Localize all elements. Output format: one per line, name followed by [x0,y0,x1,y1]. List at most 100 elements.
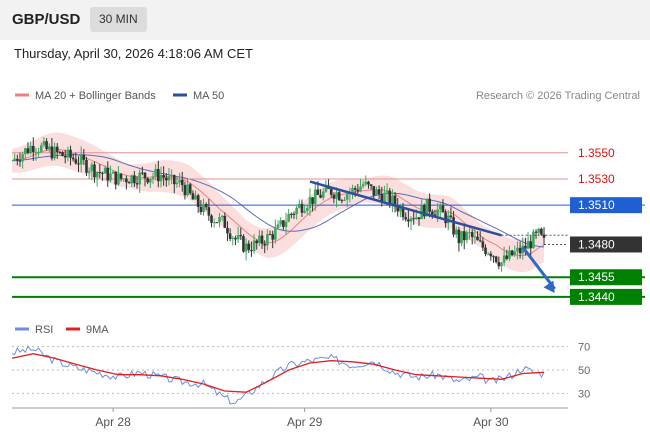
candle-body [532,231,535,249]
candle-body [361,184,365,187]
candle-body [114,171,118,185]
candle-body [210,215,213,223]
candle-body [284,221,288,227]
candle-body [524,245,527,249]
x-tick-label: Apr 30 [473,415,509,429]
candle-body [462,231,466,241]
candle-body [433,214,437,216]
candle-body [484,247,487,254]
candle-body [473,236,477,238]
candle-body [66,149,70,158]
level-label-1.3530: 1.3530 [578,172,615,186]
x-tick-label: Apr 28 [95,415,131,429]
candle-body [42,141,46,146]
level-label-1.3550: 1.3550 [578,146,615,160]
candle-body [510,250,514,256]
candle-body [141,172,144,174]
candle-body [164,177,168,181]
candle-body [396,205,400,212]
candle-body [505,255,509,259]
candle-body [393,195,397,206]
candle-body [250,249,253,252]
candle-body [74,159,78,164]
candle-body [127,182,131,184]
candle-body [234,237,237,240]
candle-body [324,185,328,192]
candle-body [298,203,301,208]
candle-body [343,199,346,201]
candle-body [263,243,267,246]
candle-body [244,243,248,252]
candle-body [223,215,227,228]
candle-body [61,151,64,156]
candle-body [130,175,134,184]
candle-body [497,262,501,267]
candle-body [282,220,285,227]
candle-body [404,217,408,220]
candle-body [111,171,115,174]
candle-body [438,205,442,210]
rsi-tick-30: 30 [578,388,590,400]
candle-body [489,253,493,257]
candle-body [167,176,171,181]
candle-body [47,146,51,150]
timeframe-button[interactable]: 30 MIN [90,7,147,32]
candle-body [26,148,30,153]
candle-body [372,186,376,196]
candle-body [513,251,517,256]
candle-body [146,178,149,183]
candle-body [98,172,102,174]
candle-body [494,256,498,263]
candle-body [85,159,88,173]
candle-body [170,175,173,177]
x-tick-label: Apr 29 [287,415,323,429]
candle-body [178,179,181,183]
candle-body [391,195,394,205]
candle-body [202,204,205,212]
candle-body [470,232,474,237]
candle-body [82,154,86,160]
candle-body [226,227,229,234]
candle-body [212,222,216,224]
candle-body [218,217,221,223]
candle-body [247,243,251,250]
candle-body [103,167,107,174]
candle-body [63,155,67,158]
candle-body [460,231,463,244]
candle-body [303,211,306,213]
candle-body [180,179,184,186]
candle-body [24,148,27,155]
candle-body [53,146,56,159]
candle-body [117,173,120,185]
candle-body [37,151,40,153]
candle-body [157,168,160,182]
instrument-name: GBP/USD [12,11,81,28]
candle-body [316,189,320,195]
rsi-line [11,345,545,405]
candle-body [194,195,197,200]
candle-body [359,186,362,192]
candle-body [276,224,280,229]
candle-body [409,218,413,222]
candle-body [300,203,304,213]
datetime-label: Thursday, April 30, 2026 4:18:06 AM CET [14,46,253,61]
candle-body [242,236,245,252]
candle-body [39,145,43,152]
candle-body [476,236,479,241]
rsi-ma9-line [11,353,545,393]
candle-body [255,240,259,244]
candle-body [465,232,469,241]
candle-body [287,213,290,222]
candle-body [95,172,99,178]
candle-body [45,141,48,150]
ma9-legend-label: 9MA [86,324,109,336]
candle-body [345,194,349,200]
candle-body [441,205,445,213]
level-label-bg-1.3455 [570,269,642,286]
candle-body [399,207,402,212]
candle-body [149,178,152,183]
candle-body [454,229,458,235]
candle-body [449,215,453,218]
candle-body [236,235,240,240]
